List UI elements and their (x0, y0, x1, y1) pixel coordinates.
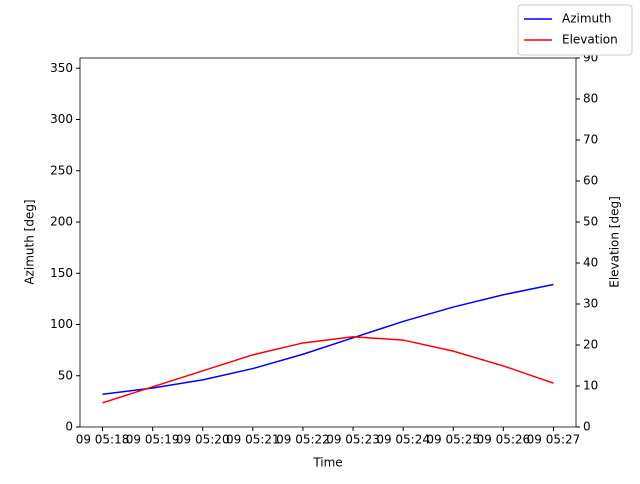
y2-tick-label: 30 (583, 297, 598, 311)
x-tick-label: 09 05:24 (376, 433, 430, 447)
legend-label: Azimuth (562, 12, 611, 26)
x-tick-label: 09 05:22 (276, 433, 330, 447)
line-series (102, 283, 554, 395)
y2-tick-label: 70 (583, 133, 598, 147)
y-axis-label: Azimuth [deg] (23, 199, 37, 284)
x-tick-label: 09 05:20 (176, 433, 230, 447)
y-tick-label: 200 (50, 215, 73, 229)
plot-frame (79, 57, 577, 428)
x-tick-label: 09 05:21 (226, 433, 280, 447)
x-tick-label: 09 05:27 (527, 433, 581, 447)
legend-label: Elevation (562, 33, 618, 47)
y2-tick-label: 60 (583, 174, 598, 188)
y-tick-label: 350 (50, 61, 73, 75)
x-tick-label: 09 05:25 (426, 433, 480, 447)
y-tick-label: 300 (50, 112, 73, 126)
y-tick-label: 100 (50, 317, 73, 331)
y-tick-label: 50 (58, 368, 73, 382)
y2-tick-label: 40 (583, 256, 598, 270)
x-axis-label: Time (312, 456, 342, 470)
y2-axis-label: Elevation [deg] (608, 196, 622, 288)
x-tick-label: 09 05:18 (76, 433, 130, 447)
x-tick-label: 09 05:19 (126, 433, 180, 447)
x-tick-label: 09 05:26 (477, 433, 531, 447)
y-tick-label: 0 (65, 420, 73, 434)
y2-tick-label: 50 (583, 215, 598, 229)
y-tick-label: 150 (50, 266, 73, 280)
y2-tick-label: 10 (583, 379, 598, 393)
y2-tick-label: 80 (583, 92, 598, 106)
x-tick-label: 09 05:23 (326, 433, 380, 447)
y2-tick-label: 20 (583, 338, 598, 352)
line-series (102, 336, 554, 404)
y-tick-label: 250 (50, 163, 73, 177)
y2-tick-label: 0 (583, 420, 591, 434)
legend-box (517, 4, 633, 56)
